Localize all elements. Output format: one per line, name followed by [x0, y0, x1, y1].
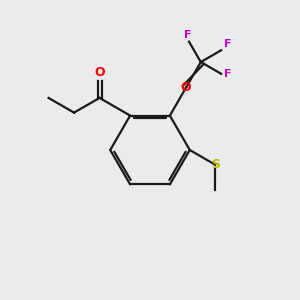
Text: F: F — [224, 39, 232, 49]
Text: F: F — [184, 30, 191, 40]
Text: F: F — [224, 69, 232, 79]
Text: O: O — [181, 81, 191, 94]
Text: S: S — [211, 158, 220, 171]
Text: O: O — [94, 66, 105, 79]
